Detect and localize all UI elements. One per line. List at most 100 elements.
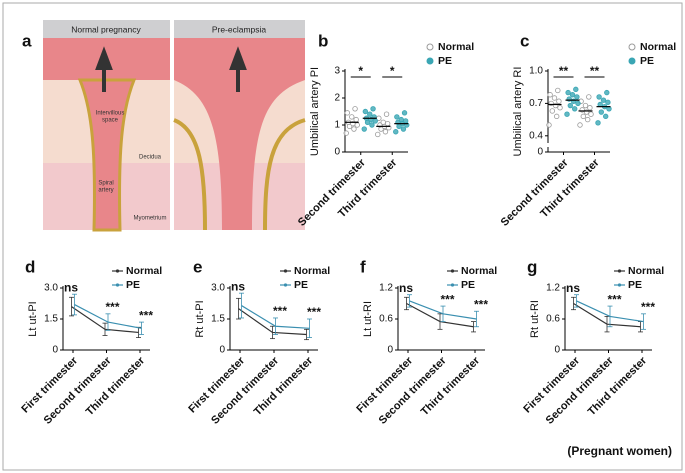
significance: * [390,64,395,78]
data-point [595,120,601,126]
data-point [546,122,552,128]
significance: ns [231,279,245,293]
series-line [573,302,641,328]
significance: ** [590,64,600,78]
data-point [343,130,349,136]
legend-label: PE [640,55,654,67]
data-point [551,95,558,101]
data-point [588,111,594,117]
data-point [564,111,570,117]
data-point [370,106,376,112]
y-tick-label: 0.4 [529,130,543,141]
y-axis-label: Umbilical artery PI [309,67,321,156]
data-point [577,122,583,128]
panel-label: a [22,31,32,50]
legend-marker [115,269,120,273]
data-point [587,105,593,111]
data-point [557,105,563,111]
y-tick-label: 0 [219,345,225,356]
data-point [362,108,369,115]
y-tick-label: 0 [52,345,58,356]
data-point [554,113,560,120]
legend-marker [617,269,622,273]
y-tick-label: 1.2 [379,283,393,294]
data-point [565,89,571,96]
y-tick-label: 3.0 [211,283,225,294]
legend-label: Normal [126,265,162,277]
significance: *** [105,300,119,314]
data-point [383,111,390,117]
axis-break [544,143,552,147]
y-tick-label: 0.6 [546,314,560,325]
significance: *** [607,292,621,306]
legend-label: PE [126,279,140,291]
legend-marker [115,283,120,287]
data-point [382,129,389,135]
data-point [604,89,610,96]
header-left [43,20,170,38]
y-tick-label: 0.6 [379,314,393,325]
data-point [380,119,386,125]
data-point [574,94,580,100]
data-point [585,116,591,123]
illustration: Normal pregnancy Pre-eclampsia Intervill… [43,20,306,232]
legend-marker [450,269,455,273]
data-point [375,131,381,138]
y-tick-label: 3.0 [44,283,58,294]
legend-label: PE [438,55,452,67]
legend-label: Normal [640,41,676,53]
significance: *** [139,308,153,322]
data-point [586,94,592,100]
significance: ** [559,64,569,78]
legend-marker [450,283,455,287]
left-title: Normal pregnancy [71,24,141,34]
data-point [549,108,555,114]
y-axis-label: Lt ut-RI [362,301,374,337]
data-point [361,126,367,132]
data-point [573,86,579,93]
data-point [400,126,407,132]
artery-wall [173,118,306,231]
significance: *** [440,292,454,306]
data-point [384,120,391,127]
data-point [369,122,375,128]
series-line [241,305,310,329]
data-point [354,122,360,128]
data-point [555,87,561,94]
significance: * [358,64,363,78]
legend-marker [628,57,636,65]
significance: ns [566,281,580,295]
data-point [393,129,399,135]
y-axis-label: Lt ut-PI [27,301,39,336]
data-point [598,109,604,115]
significance: *** [307,305,321,319]
label: space [102,118,119,124]
panel-label: g [527,257,537,276]
data-point [394,114,400,120]
panel-label: b [318,31,328,50]
legend-marker [426,57,434,65]
y-tick-label: 0 [554,345,560,356]
legend-marker [283,283,288,287]
data-point [575,100,581,107]
data-point [349,114,355,120]
data-point [572,106,578,112]
significance: *** [273,304,287,318]
header-right [174,20,305,38]
legend-label: Normal [438,41,474,53]
series-line [71,306,139,334]
panel-label: d [25,257,35,276]
data-point [600,97,607,103]
artery-right [174,80,305,230]
legend-label: PE [294,279,308,291]
y-axis-label: Rt ut-RI [529,300,541,338]
series-line [74,304,142,329]
footer: (Pregnant women) [567,444,672,458]
arrow [229,46,247,92]
y-tick-label: 0 [387,345,393,356]
data-point [352,106,358,112]
label: Spiral [98,181,113,187]
data-point [567,102,573,109]
data-point [582,102,589,109]
